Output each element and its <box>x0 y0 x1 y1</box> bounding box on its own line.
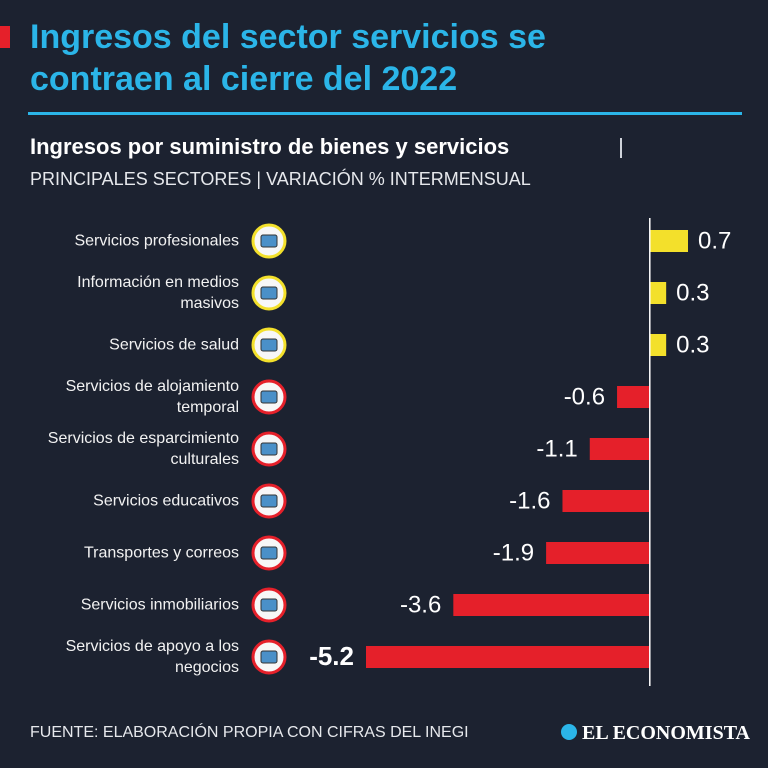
source: FUENTE: ELABORACIÓN PROPIA CON CIFRAS DE… <box>30 724 469 741</box>
category-label: Servicios profesionales <box>74 232 239 250</box>
value-label: -1.9 <box>493 539 534 566</box>
category-label: Servicios inmobiliarios <box>80 596 239 614</box>
chart-subtitle: Ingresos por suministro de bienes y serv… <box>30 134 510 159</box>
category-label: Servicios de alojamiento temporal <box>65 378 239 416</box>
brand: EL ECONOMISTA <box>582 722 750 744</box>
bar <box>562 490 650 512</box>
category-icon-detail <box>260 494 278 508</box>
category-label: Servicios de salud <box>109 336 239 354</box>
category-label: Servicios de esparcimiento culturales <box>47 430 239 468</box>
bar <box>453 594 650 616</box>
category-label: Transportes y correos <box>83 544 239 562</box>
bar <box>617 386 650 408</box>
accent-bar <box>0 26 10 48</box>
category-icon-detail <box>260 442 278 456</box>
value-label: -0.6 <box>564 383 605 410</box>
category-icon-detail <box>260 546 278 560</box>
category-icon-detail <box>260 286 278 300</box>
bar <box>649 334 667 356</box>
category-label: Servicios educativos <box>93 492 239 510</box>
bar <box>546 542 650 564</box>
bar <box>649 230 688 252</box>
bar <box>589 438 650 460</box>
title-rule <box>28 112 742 115</box>
chart-title: Ingresos del sector servicios se contrae… <box>30 18 546 98</box>
chart-note: PRINCIPALES SECTORES | VARIACIÓN % INTER… <box>30 169 531 189</box>
category-label: Servicios de apoyo a los negocios <box>65 638 239 676</box>
category-icon-detail <box>260 234 278 248</box>
brand-logo <box>561 724 577 740</box>
value-label: -1.1 <box>536 435 577 462</box>
separator <box>620 138 622 158</box>
category-icon-detail <box>260 598 278 612</box>
category-icon-detail <box>260 650 278 664</box>
category-icon-detail <box>260 338 278 352</box>
bar <box>649 282 667 304</box>
value-label: 0.7 <box>698 227 731 254</box>
category-label: Información en medios masivos <box>77 274 239 312</box>
value-label: 0.3 <box>676 331 709 358</box>
value-label: -3.6 <box>400 591 441 618</box>
category-icon-detail <box>260 390 278 404</box>
bar <box>366 646 650 668</box>
value-label: -1.6 <box>509 487 550 514</box>
value-label: 0.3 <box>676 279 709 306</box>
value-label: -5.2 <box>309 641 354 671</box>
